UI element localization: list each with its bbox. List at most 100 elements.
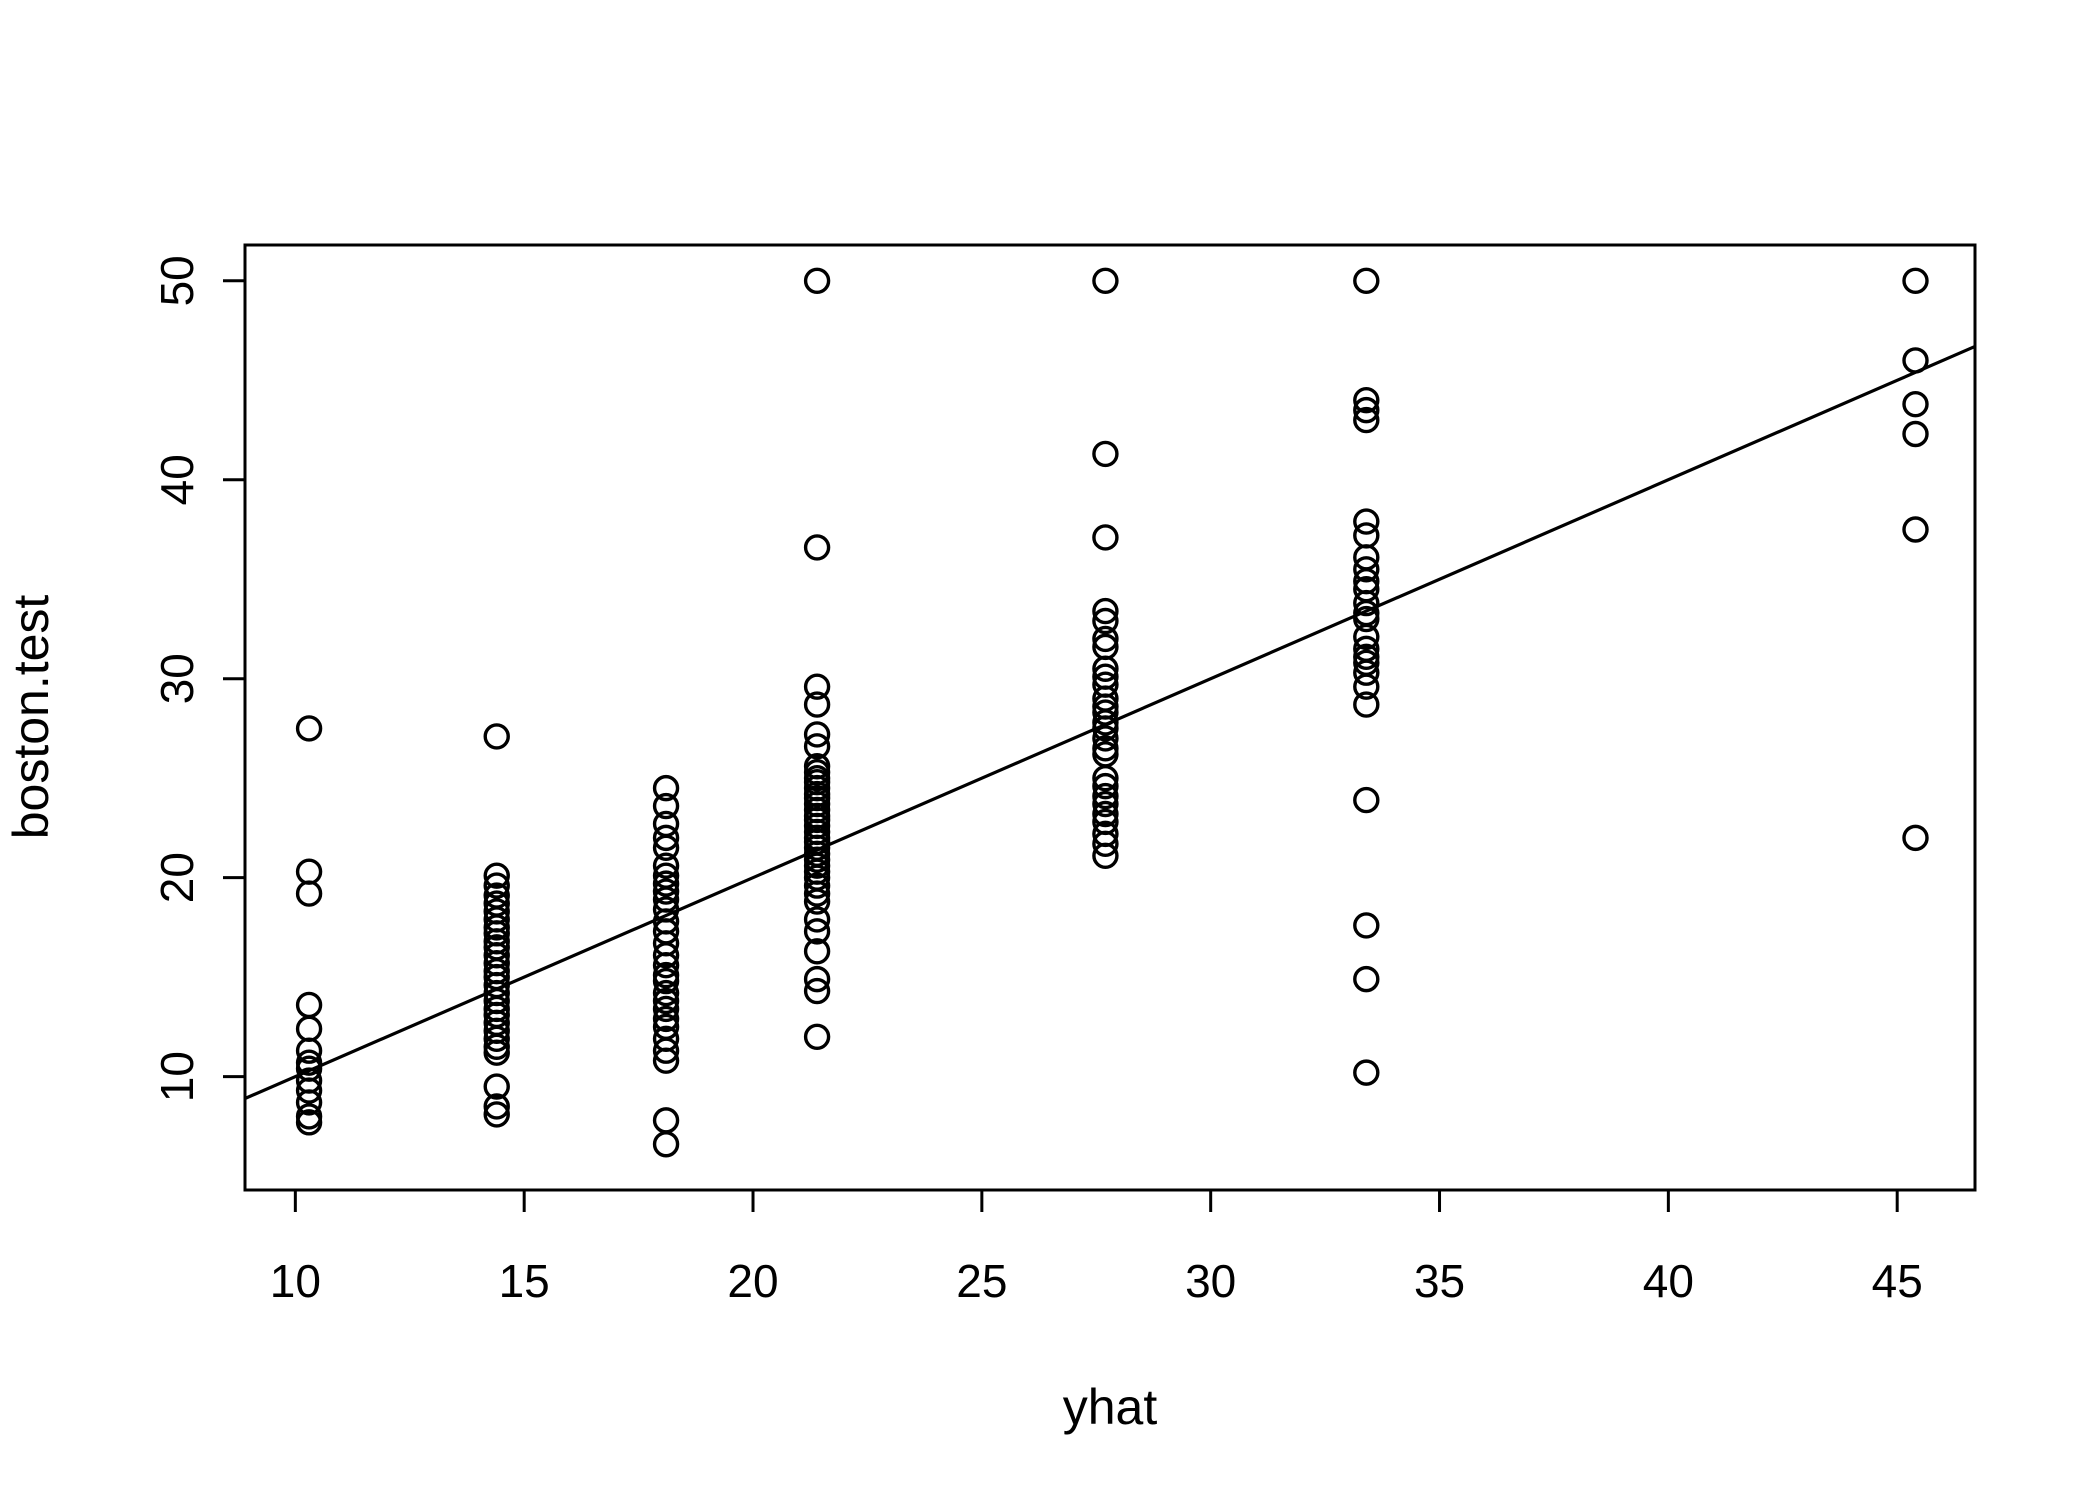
data-point (652, 878, 680, 905)
data-point (483, 1093, 510, 1120)
y-axis-tick-label: 10 (151, 1051, 203, 1102)
data-point (483, 872, 510, 899)
data-point (1092, 699, 1119, 726)
y-axis: 10 20 30 40 50 (151, 255, 245, 1102)
data-point (483, 723, 510, 750)
x-axis-label: yhat (1063, 1379, 1158, 1435)
data-point (652, 1107, 680, 1134)
data-point (295, 991, 323, 1019)
data-point (803, 534, 831, 561)
data-point (1902, 516, 1929, 543)
data-point (1353, 673, 1380, 700)
data-point (295, 1109, 323, 1136)
data-point (1092, 764, 1119, 792)
data-point (803, 872, 831, 899)
data-point (652, 792, 680, 820)
data-point (652, 967, 680, 995)
data-point (1353, 786, 1380, 814)
data-point (803, 880, 831, 907)
data-point (483, 1073, 510, 1100)
data-point (1353, 691, 1380, 718)
data-point (652, 1037, 680, 1064)
x-axis: 10 15 20 25 30 35 40 45 (270, 1190, 1923, 1307)
data-point (295, 1089, 323, 1116)
y-axis-tick-label: 30 (151, 653, 203, 704)
data-point (652, 979, 680, 1007)
data-point (1092, 782, 1119, 810)
data-point (1092, 772, 1119, 800)
data-point (1902, 824, 1929, 852)
data-point (1353, 267, 1380, 295)
y-axis-tick-label: 20 (151, 852, 203, 903)
data-point (803, 733, 831, 760)
data-point (483, 1039, 510, 1066)
x-axis-tick-label: 45 (1872, 1255, 1923, 1307)
data-point (1092, 790, 1119, 818)
y-axis-tick-label: 50 (151, 255, 203, 306)
data-point (652, 852, 680, 879)
data-point (1353, 965, 1380, 993)
data-point (803, 267, 831, 295)
x-axis-tick-label: 30 (1185, 1255, 1236, 1307)
data-point (1092, 267, 1119, 295)
x-axis-tick-label: 40 (1643, 1255, 1694, 1307)
y-axis-tick-label: 40 (151, 454, 203, 505)
data-point (295, 715, 323, 742)
data-point (295, 880, 323, 907)
data-point (1353, 508, 1380, 535)
data-point (652, 834, 680, 862)
data-point (295, 1077, 323, 1104)
data-point (652, 824, 680, 852)
data-point (1353, 406, 1380, 434)
data-point (1092, 597, 1119, 625)
data-point (803, 938, 831, 965)
data-point (1353, 1059, 1380, 1086)
data-point (1092, 440, 1119, 468)
data-point (1902, 420, 1929, 448)
data-point (483, 1025, 510, 1053)
data-point (803, 691, 831, 718)
data-points-group (295, 267, 1929, 1158)
data-point (1902, 347, 1929, 374)
data-point (1092, 725, 1119, 752)
data-point (652, 942, 680, 969)
data-point (803, 977, 831, 1005)
data-point (1353, 659, 1380, 686)
data-point (483, 862, 510, 889)
data-point (1353, 396, 1380, 424)
data-point (652, 995, 680, 1023)
data-point (652, 987, 680, 1015)
data-point (1092, 800, 1119, 828)
data-point (803, 906, 831, 933)
x-axis-tick-label: 35 (1414, 1255, 1465, 1307)
data-point (803, 1023, 831, 1051)
data-point (1353, 556, 1380, 583)
data-point (803, 721, 831, 748)
data-point (652, 870, 680, 897)
data-point (1353, 589, 1380, 617)
data-point (652, 1131, 680, 1158)
plot-frame (243, 243, 1977, 1192)
data-point (1902, 267, 1929, 295)
data-point (1092, 830, 1119, 858)
x-axis-tick-label: 25 (956, 1255, 1007, 1307)
data-point (295, 858, 323, 885)
x-axis-tick-label: 20 (727, 1255, 778, 1307)
data-point (1092, 842, 1119, 869)
data-point (1092, 524, 1119, 551)
data-point (1353, 912, 1380, 939)
data-point (483, 1101, 510, 1128)
data-point (803, 888, 831, 915)
data-point (652, 951, 680, 979)
data-point (1353, 522, 1380, 549)
y-axis-label: boston.test (3, 595, 59, 840)
data-point (803, 918, 831, 945)
data-point (1092, 715, 1119, 742)
x-axis-tick-label: 10 (270, 1255, 321, 1307)
data-point (652, 1005, 680, 1033)
data-point (295, 1015, 323, 1043)
data-point (1092, 607, 1119, 635)
data-point (1353, 605, 1380, 633)
